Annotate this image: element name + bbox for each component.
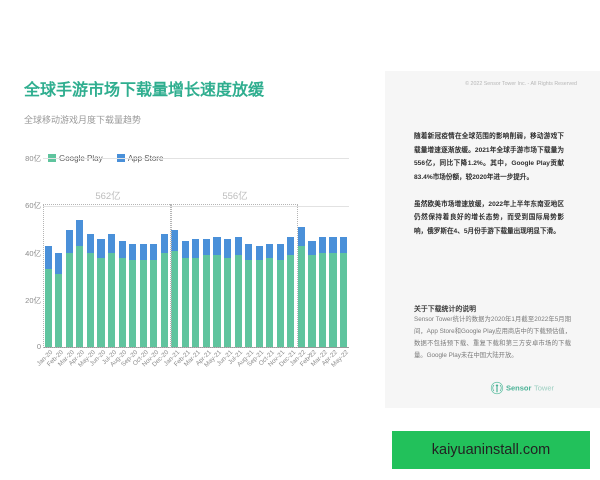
svg-text:Tower: Tower	[534, 384, 555, 393]
svg-text:Sensor: Sensor	[506, 384, 532, 393]
